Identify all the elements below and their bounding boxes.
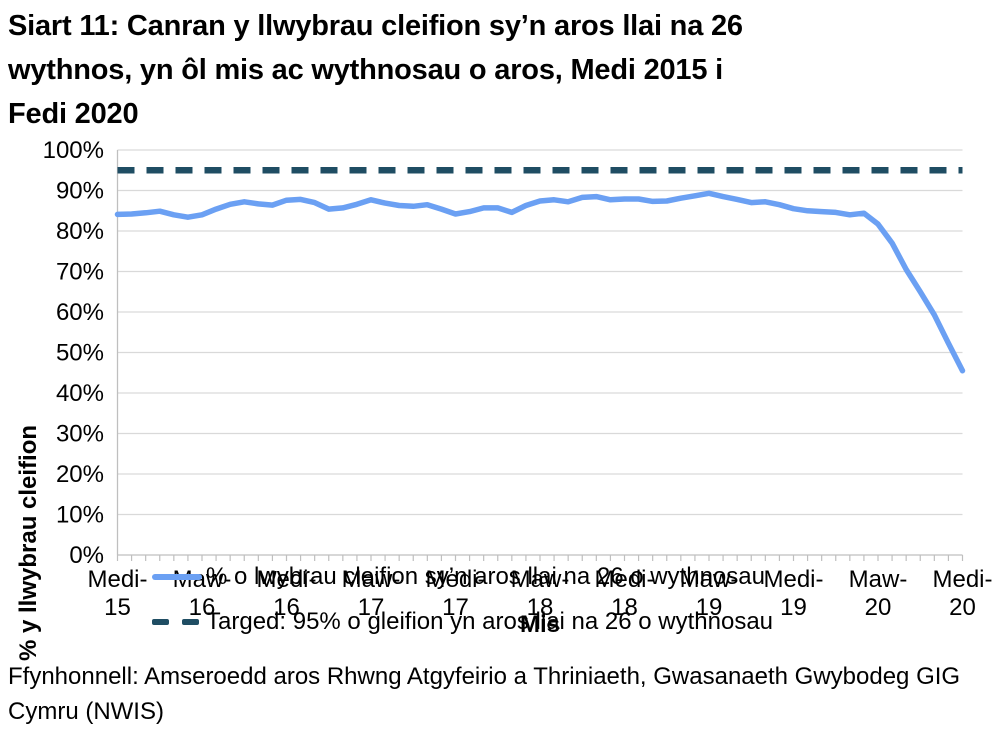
chart-title: Siart 11: Canran y llwybrau cleifion sy’… xyxy=(8,10,743,130)
x-axis-labels: Medi-15Maw-16Medi-16Maw-17Medi-17Maw-18M… xyxy=(87,566,992,621)
svg-text:Medi-: Medi- xyxy=(763,566,823,593)
legend-dash-segment xyxy=(152,619,169,625)
svg-text:16: 16 xyxy=(189,594,216,621)
svg-text:18: 18 xyxy=(527,594,554,621)
x-axis-title: Mis xyxy=(519,611,561,638)
svg-text:17: 17 xyxy=(358,594,385,621)
svg-text:Maw-: Maw- xyxy=(680,566,739,593)
legend-dashed-line-sample xyxy=(152,619,202,625)
legend-solid-line-sample xyxy=(152,574,202,580)
svg-text:Medi-: Medi- xyxy=(932,566,992,593)
legend-dash-segment xyxy=(182,619,199,625)
svg-text:20: 20 xyxy=(865,594,892,621)
chart-area: 0% 10% 20% 30% 40% 50% 60% 70% 80% 90% 100% Medi- 15… xyxy=(0,140,1002,670)
y-axis-title: % y llwybrau cleifion xyxy=(15,424,42,662)
svg-text:Maw-: Maw- xyxy=(849,566,908,593)
legend-target-label: Targed: 95% o gleifion yn aros llai na 2… xyxy=(206,608,774,635)
svg-text:0%: 0% xyxy=(69,542,104,569)
legend-item-target: Targed: 95% o gleifion yn aros llai na 2… xyxy=(152,608,773,636)
svg-text:20%: 20% xyxy=(56,461,104,488)
source-note: Ffynhonnell: Amseroedd aros Rhwng Atgyfe… xyxy=(8,663,961,725)
svg-text:Medi-: Medi- xyxy=(87,566,147,593)
svg-text:20: 20 xyxy=(949,594,976,621)
svg-text:Maw-: Maw- xyxy=(511,566,570,593)
svg-text:18: 18 xyxy=(611,594,638,621)
svg-text:10%: 10% xyxy=(56,502,104,529)
y-axis-labels: 0% 10% 20% 30% 40% 50% 60% 70% 80% 90% 100% xyxy=(43,140,104,569)
svg-text:70%: 70% xyxy=(56,259,104,286)
svg-text:Medi-: Medi- xyxy=(594,566,654,593)
svg-text:15: 15 xyxy=(104,594,131,621)
series-line xyxy=(114,190,966,374)
axes xyxy=(116,150,964,561)
svg-text:16: 16 xyxy=(273,594,300,621)
svg-text:80%: 80% xyxy=(56,218,104,245)
svg-text:Medi-: Medi- xyxy=(425,566,485,593)
svg-text:100%: 100% xyxy=(43,140,104,164)
svg-text:Maw-: Maw- xyxy=(342,566,401,593)
svg-text:90%: 90% xyxy=(56,178,104,205)
svg-text:60%: 60% xyxy=(56,299,104,326)
legend-series-label: % o lwybrau cleifion sy’n aros llai na 2… xyxy=(206,563,765,590)
svg-text:40%: 40% xyxy=(56,380,104,407)
svg-text:17: 17 xyxy=(442,594,469,621)
plot-svg: 0%10%20%30%40%50%60%70%80%90%100%Medi-15… xyxy=(43,140,993,621)
gridlines xyxy=(117,149,963,516)
svg-text:19: 19 xyxy=(696,594,723,621)
svg-text:Medi-: Medi- xyxy=(256,566,316,593)
svg-text:30%: 30% xyxy=(56,421,104,448)
svg-text:19: 19 xyxy=(780,594,807,621)
legend-item-series: % o lwybrau cleifion sy’n aros llai na 2… xyxy=(152,563,765,591)
svg-text:50%: 50% xyxy=(56,340,104,367)
